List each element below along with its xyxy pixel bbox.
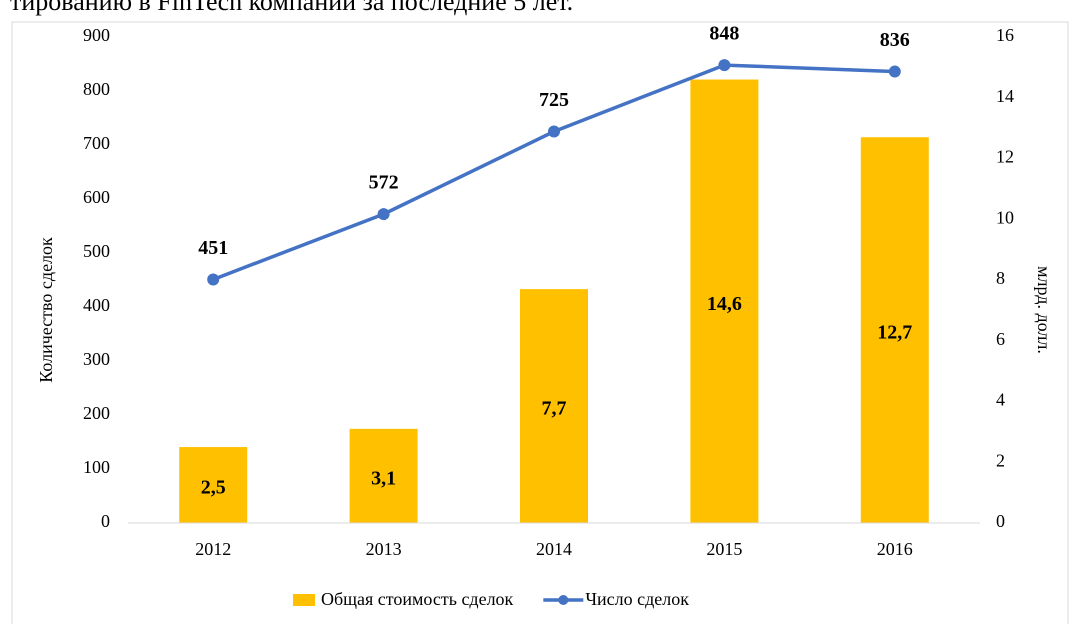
bar [690,79,759,524]
bar [520,289,588,523]
x-tick-label: 2012 [195,539,231,559]
line-value-label: 848 [709,23,739,45]
y-tick-label: 100 [83,457,110,477]
x-tick-label: 2014 [536,539,572,559]
y-tick-label: 0 [101,511,110,531]
line-point [718,59,731,72]
legend-swatch-point [558,595,569,605]
y-tick-label: 800 [83,79,110,99]
line-value-label: 836 [880,29,910,51]
y2-axis-label: млрд. долл. [1034,266,1054,354]
bar-value-label: 7,7 [542,398,567,420]
y2-tick-label: 0 [996,511,1005,531]
legend-swatch [293,594,315,606]
line-point [377,208,390,221]
line-point [548,125,560,138]
x-tick-label: 2015 [706,539,742,559]
bar [860,137,929,524]
legend-label: Число сделок [585,589,689,609]
y-tick-label: 600 [83,187,110,207]
chart-title: тированию в FinTech компаний за последни… [10,0,573,16]
y2-tick-label: 2 [996,450,1005,470]
bar-value-label: 12,7 [877,322,912,344]
line-value-label: 572 [369,172,399,194]
y2-tick-label: 4 [996,390,1005,410]
legend-label: Общая стоимость сделок [321,589,514,609]
line-point [207,273,220,286]
y2-tick-label: 16 [996,25,1014,45]
y-tick-label: 700 [83,133,110,153]
y-tick-label: 500 [83,241,110,261]
y2-tick-label: 12 [996,147,1014,167]
bar-value-label: 14,6 [707,293,742,315]
line-value-label: 451 [198,237,228,259]
line-point [888,65,901,78]
y2-tick-label: 14 [996,86,1014,106]
y-tick-label: 300 [83,349,110,369]
line-value-label: 725 [539,89,569,111]
y-tick-label: 200 [83,403,110,423]
x-tick-label: 2013 [366,539,402,559]
bar [179,447,248,523]
x-tick-label: 2016 [877,539,913,559]
bar-value-label: 3,1 [371,468,396,490]
y2-tick-label: 10 [996,207,1014,227]
bar-value-label: 2,5 [201,477,226,499]
y-axis-label: Количество сделок [36,237,56,383]
y-tick-label: 900 [83,25,110,45]
y2-tick-label: 8 [996,268,1005,288]
y2-tick-label: 6 [996,329,1005,349]
bar [349,428,418,523]
y-tick-label: 400 [83,295,110,315]
